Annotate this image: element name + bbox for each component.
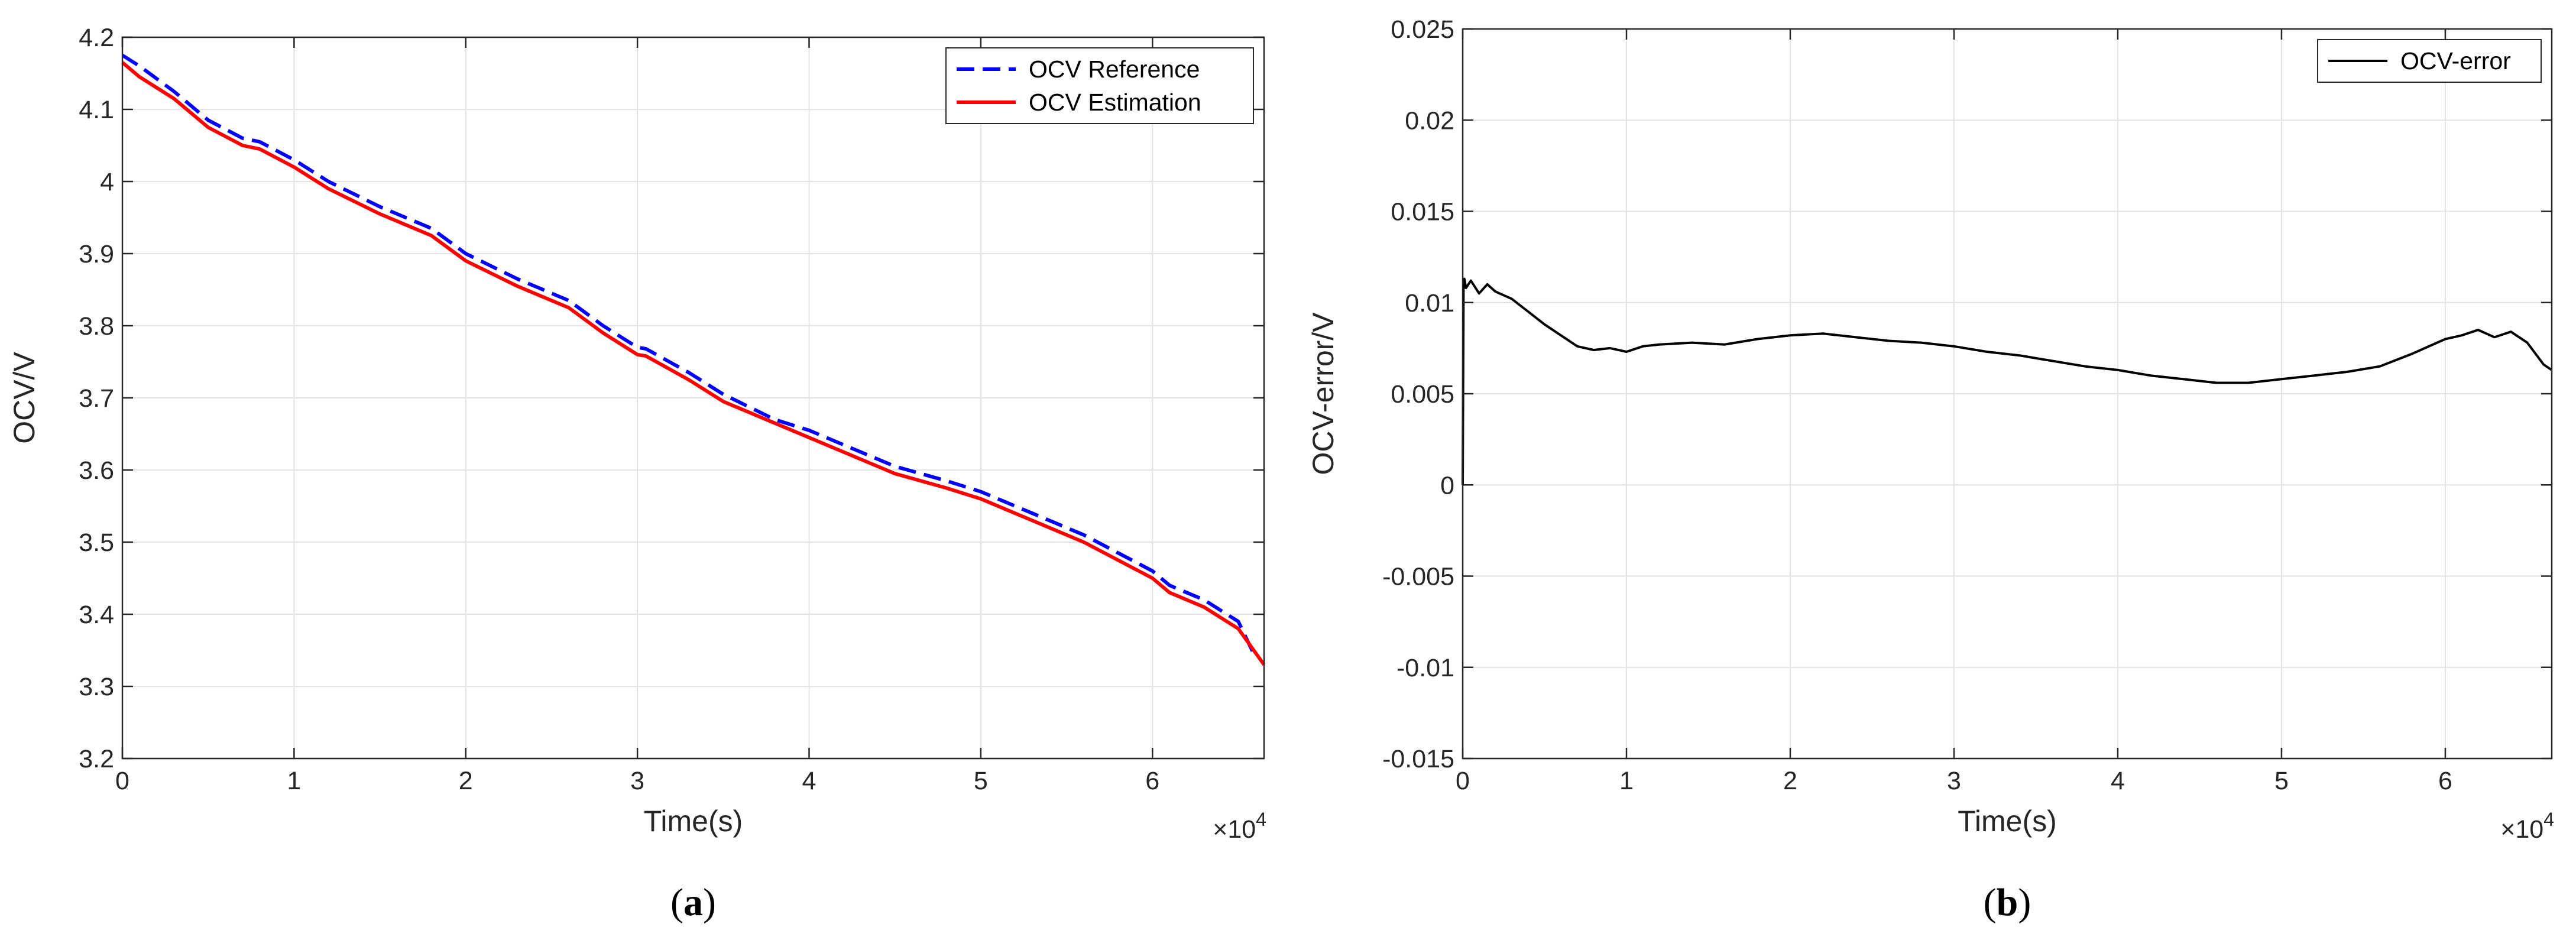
panel-a-ytick-label-5: 3.7	[79, 384, 114, 413]
panel-b-x-axis-label: Time(s)	[1958, 805, 2057, 838]
panel-b-legend-label-0: OCV-error	[2400, 47, 2511, 74]
panel-b-ytick-label-3: 0	[1440, 471, 1454, 500]
panel-b-series-ocv-error	[1462, 277, 2553, 485]
panel-b-caption: (b)	[1984, 881, 2031, 924]
panel-a-xtick-label-1: 1	[287, 767, 301, 795]
panel-b-legend: OCV-error	[2317, 39, 2542, 83]
panel-b-ytick-label-6: 0.015	[1391, 198, 1454, 226]
panel-b-ytick-label-5: 0.01	[1405, 289, 1454, 317]
panel-b-ytick-label-2: -0.005	[1382, 563, 1454, 591]
panel-a-ytick-label-4: 3.6	[79, 456, 114, 485]
panel-a-ytick-label-7: 3.9	[79, 240, 114, 268]
panel-b-xtick-label-3: 3	[1947, 767, 1961, 795]
panel-b-xtick-label-1: 1	[1619, 767, 1634, 795]
panel-b-xtick-label-0: 0	[1456, 767, 1470, 795]
panel-a-legend-label-1: OCV Estimation	[1029, 89, 1201, 116]
panel-a-xtick-label-0: 0	[115, 767, 129, 795]
panel-a-ytick-label-10: 4.2	[79, 24, 114, 52]
panel-a-ytick-label-6: 3.8	[79, 312, 114, 341]
chart-panel-b: 0 1 2 3 4 5 6 -0.015 -0.01 -0.005 0 0.005 0.01 0.015 0…	[1307, 15, 2554, 924]
panel-a-ytick-label-9: 4.1	[79, 96, 114, 124]
panel-a-legend: OCV Reference OCV Estimation	[945, 47, 1254, 124]
panel-b-ytick-label-4: 0.005	[1391, 380, 1454, 409]
panel-a-x-multiplier: ×104	[1213, 809, 1266, 844]
panel-a-ytick-label-3: 3.5	[79, 529, 114, 557]
panel-a-xtick-label-4: 4	[802, 767, 816, 795]
panel-a-caption: (a)	[670, 881, 716, 924]
chart-panel-a: 0 1 2 3 4 5 6 3.2 3.3 3.4 3.5 3.6 3.7 3.8 3.9 4 4.1 4.2 ×1…	[8, 24, 1266, 924]
panel-b-xtick-label-4: 4	[2111, 767, 2125, 795]
panel-a-xtick-label-3: 3	[630, 767, 644, 795]
panel-a-x-axis-label: Time(s)	[644, 805, 743, 838]
panel-b-ytick-label-0: -0.015	[1382, 745, 1454, 773]
panel-a-xtick-label-2: 2	[459, 767, 473, 795]
panel-a-ytick-label-2: 3.4	[79, 601, 114, 629]
panel-a-legend-label-0: OCV Reference	[1029, 56, 1200, 83]
panel-a-ytick-label-0: 3.2	[79, 745, 114, 773]
panel-a-y-axis-label: OCV/V	[8, 352, 41, 444]
panel-b-y-axis-label: OCV-error/V	[1307, 312, 1340, 475]
panel-a-series-ocv-reference	[121, 53, 1258, 659]
panel-a-xtick-label-5: 5	[974, 767, 988, 795]
panel-b-xtick-label-2: 2	[1783, 767, 1797, 795]
panel-a-series-ocv-estimation	[121, 61, 1266, 666]
panel-a-legend-box	[945, 47, 1254, 124]
panel-b-ytick-label-8: 0.025	[1391, 15, 1454, 44]
panel-a-ytick-label-8: 4	[100, 168, 114, 196]
panel-b-xtick-label-6: 6	[2438, 767, 2452, 795]
panel-a-ytick-label-1: 3.3	[79, 673, 114, 701]
panel-a-xtick-label-6: 6	[1145, 767, 1159, 795]
panel-b-ytick-label-1: -0.01	[1396, 654, 1454, 682]
panel-b-x-multiplier: ×104	[2500, 809, 2554, 844]
panel-b-ytick-label-7: 0.02	[1405, 106, 1454, 135]
panel-b-xtick-label-5: 5	[2274, 767, 2289, 795]
